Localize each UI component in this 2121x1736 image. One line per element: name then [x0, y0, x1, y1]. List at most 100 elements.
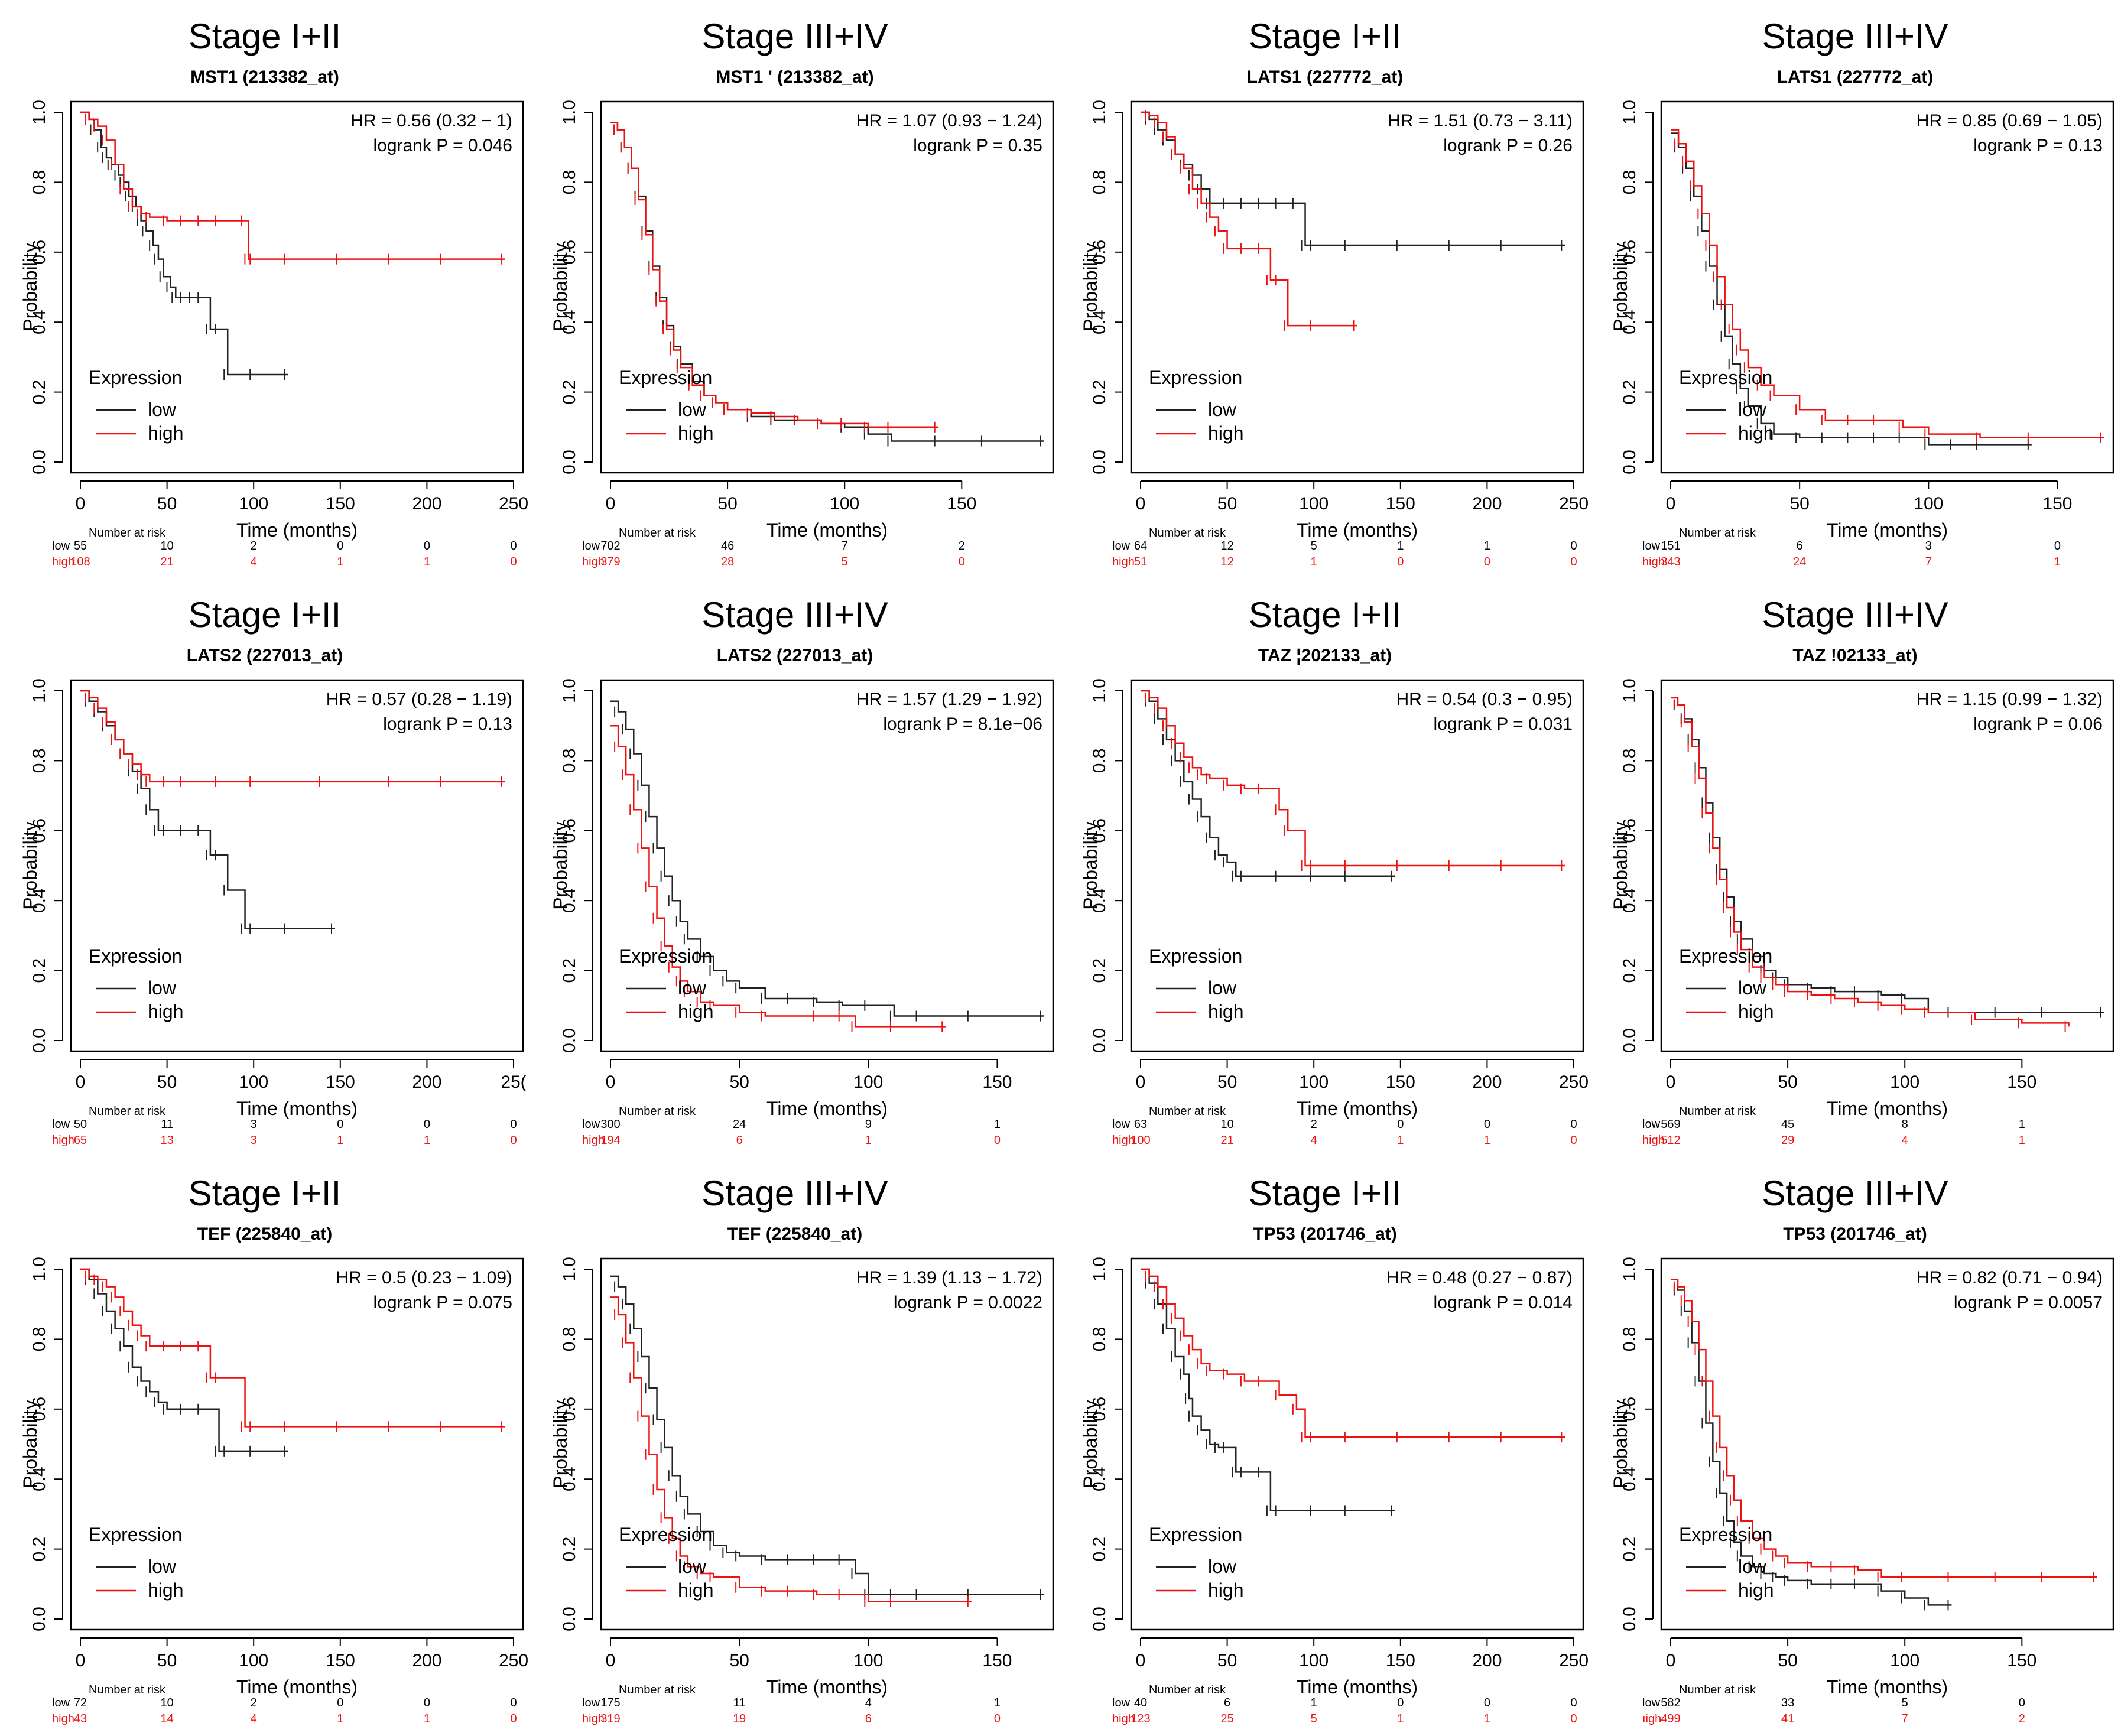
km-curve-low [610, 700, 1044, 1017]
x-axis-label: Time (months) [766, 519, 888, 541]
logrank-p: logrank P = 8.1e−06 [883, 714, 1042, 734]
risk-value-low: 0 [1570, 1118, 1577, 1131]
km-panel: Stage III+IV TAZ !02133_at) 0.0 0.2 0.4 0.6 0.… [1590, 578, 2120, 1157]
y-tick-label: 0.8 [1090, 1327, 1109, 1352]
km-curve-low [80, 690, 336, 929]
x-tick-label: 150 [2007, 1651, 2036, 1670]
risk-value-low: 175 [600, 1696, 620, 1709]
x-tick-label: 250 [499, 494, 528, 513]
legend-label-low: low [148, 1556, 177, 1577]
legend-label-low: low [678, 1556, 707, 1577]
legend-label-high: high [1208, 422, 1244, 444]
risk-value-low: 0 [337, 539, 343, 552]
risk-table-title: Number at risk [1149, 526, 1226, 539]
y-tick-label: 0.0 [30, 1607, 49, 1631]
km-curve-high [80, 690, 505, 783]
legend-label-high: high [678, 1579, 714, 1601]
x-tick-label: 100 [1299, 494, 1329, 513]
risk-value-high: 0 [510, 1712, 517, 1725]
probe-title: TAZ !02133_at) [1792, 646, 1917, 665]
x-tick-label: 0 [606, 1072, 616, 1092]
legend-label-low: low [678, 399, 707, 420]
risk-value-high: 6 [865, 1712, 872, 1725]
stage-title: Stage III+IV [701, 595, 888, 635]
probe-title: TP53 (201746_at) [1783, 1224, 1927, 1244]
x-tick-label: 100 [239, 1651, 268, 1670]
x-tick-label: 150 [982, 1072, 1012, 1092]
risk-row-label-high: high [582, 1712, 605, 1725]
y-tick-label: 0.4 [30, 1467, 49, 1491]
legend-label-high: high [678, 1001, 714, 1022]
risk-value-low: 2 [959, 539, 965, 552]
km-panel: Stage III+IV MST1 ' (213382_at) 0.0 0.2 0.4 0… [530, 0, 1060, 578]
x-tick-label: 100 [1890, 1651, 1919, 1670]
y-tick-label: 0.2 [560, 1537, 579, 1562]
km-panel: Stage III+IV TP53 (201746_at) 0.0 0.2 0.4 0.6… [1590, 1157, 2120, 1735]
x-axis-label: Time (months) [1827, 1676, 1948, 1698]
risk-value-low: 5 [1311, 539, 1317, 552]
x-tick-label: 50 [1789, 494, 1809, 513]
x-tick-label: 200 [412, 494, 441, 513]
risk-row-label-high: high [52, 1712, 74, 1725]
risk-value-high: 108 [70, 555, 90, 568]
legend-label-low: low [1208, 399, 1237, 420]
y-tick-label: 1.0 [30, 678, 49, 703]
hazard-ratio: HR = 0.85 (0.69 − 1.05) [1917, 111, 2103, 131]
y-tick-label: 0.6 [30, 818, 49, 843]
x-tick-label: 100 [1890, 1072, 1919, 1092]
plot-frame [1130, 100, 1584, 474]
risk-value-high: 43 [74, 1712, 87, 1725]
y-tick-label: 0.2 [1090, 958, 1109, 983]
y-tick-label: 0.4 [1620, 1467, 1639, 1491]
risk-value-low: 300 [600, 1118, 620, 1131]
risk-value-low: 0 [510, 1696, 517, 1709]
logrank-p: logrank P = 0.35 [913, 136, 1042, 155]
risk-value-high: 0 [994, 1134, 1001, 1147]
km-chart: Stage I+II TAZ ¦202133_at) 0.0 0.2 0.4 0.6 0.8… [1080, 595, 1589, 1147]
km-chart: Stage III+IV TAZ !02133_at) 0.0 0.2 0.4 0.6 0.… [1610, 595, 2114, 1147]
x-tick-label: 150 [1386, 1651, 1415, 1670]
km-chart: Stage I+II MST1 (213382_at) 0.0 0.2 0.4 0.6 0.… [20, 17, 528, 568]
legend-title: Expression [619, 1524, 712, 1545]
risk-value-low: 0 [510, 1118, 517, 1131]
risk-value-low: 151 [1661, 539, 1680, 552]
y-tick-label: 0.6 [560, 818, 579, 843]
y-tick-label: 0.0 [1090, 1607, 1109, 1631]
y-tick-label: 0.4 [1620, 888, 1639, 913]
hazard-ratio: HR = 1.51 (0.73 − 3.11) [1388, 111, 1573, 131]
legend-label-low: low [1738, 977, 1767, 999]
risk-value-low: 0 [337, 1118, 343, 1131]
risk-value-low: 1 [994, 1696, 1001, 1709]
x-tick-label: 50 [157, 1072, 177, 1092]
x-tick-label: 0 [76, 494, 86, 513]
x-tick-label: 0 [1136, 1072, 1146, 1092]
x-tick-label: 100 [853, 1072, 883, 1092]
stage-title: Stage I+II [1249, 17, 1402, 56]
risk-value-low: 45 [1781, 1118, 1794, 1131]
hazard-ratio: HR = 1.07 (0.93 − 1.24) [856, 111, 1042, 131]
x-axis-label: Time (months) [236, 1098, 358, 1119]
risk-table-title: Number at risk [1679, 526, 1756, 539]
stage-title: Stage III+IV [701, 17, 888, 56]
legend-label-high: high [1738, 1001, 1774, 1022]
risk-value-low: 0 [1484, 1696, 1490, 1709]
risk-value-high: 7 [1902, 1712, 1908, 1725]
y-tick-label: 0.0 [30, 1028, 49, 1053]
x-tick-label: 50 [729, 1072, 749, 1092]
y-tick-label: 0.8 [1620, 1327, 1639, 1352]
risk-value-low: 1 [1484, 539, 1490, 552]
y-tick-label: 0.4 [1620, 310, 1639, 334]
legend-label-low: low [148, 399, 177, 420]
hazard-ratio: HR = 1.39 (1.13 − 1.72) [856, 1268, 1042, 1288]
x-tick-label: 200 [1472, 494, 1502, 513]
risk-row-label-low: low [582, 539, 600, 552]
risk-row-label-low: low [1112, 1118, 1131, 1131]
km-curve-high [80, 111, 505, 260]
x-tick-label: 0 [1136, 494, 1146, 513]
x-tick-label: 50 [1217, 1072, 1237, 1092]
y-tick-label: 0.8 [560, 170, 579, 195]
x-tick-label: 250 [1559, 1072, 1589, 1092]
x-tick-label: 200 [412, 1651, 441, 1670]
km-curve-low [1141, 111, 1565, 246]
x-tick-label: 0 [1666, 1651, 1676, 1670]
